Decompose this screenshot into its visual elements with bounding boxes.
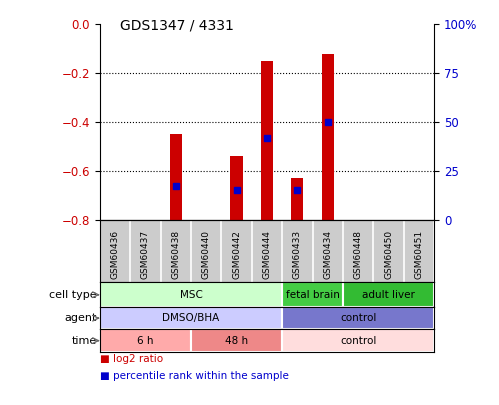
Text: GSM60437: GSM60437 [141,230,150,279]
Text: control: control [340,313,376,323]
Text: 6 h: 6 h [137,336,154,345]
Text: time: time [71,336,97,345]
Text: GSM60433: GSM60433 [293,230,302,279]
Text: GSM60448: GSM60448 [354,230,363,279]
Text: ■ log2 ratio: ■ log2 ratio [100,354,163,364]
Text: DMSO/BHA: DMSO/BHA [162,313,220,323]
Text: GSM60438: GSM60438 [171,230,180,279]
Text: ■ percentile rank within the sample: ■ percentile rank within the sample [100,371,289,381]
Text: GSM60436: GSM60436 [110,230,119,279]
Bar [282,307,434,329]
Bar [261,61,273,220]
Bar [343,282,434,307]
Bar [100,282,282,307]
Text: GSM60451: GSM60451 [415,230,424,279]
Text: fetal brain: fetal brain [285,290,339,300]
Bar [170,134,182,220]
Text: GDS1347 / 4331: GDS1347 / 4331 [120,18,234,32]
Bar [100,307,282,329]
Bar [191,329,282,352]
Text: control: control [340,336,376,345]
Text: adult liver: adult liver [362,290,415,300]
Bar [231,156,243,220]
Text: GSM60444: GSM60444 [262,230,271,279]
Text: 48 h: 48 h [225,336,248,345]
Bar [322,53,334,220]
Text: cell type: cell type [49,290,97,300]
Bar [282,329,434,352]
Text: MSC: MSC [180,290,203,300]
Text: GSM60450: GSM60450 [384,230,393,279]
Text: GSM60440: GSM60440 [202,230,211,279]
Text: GSM60434: GSM60434 [323,230,332,279]
Bar [291,178,303,220]
Bar [100,329,191,352]
Bar [282,282,343,307]
Text: agent: agent [64,313,97,323]
Text: GSM60442: GSM60442 [232,230,241,279]
